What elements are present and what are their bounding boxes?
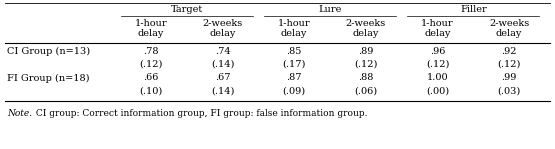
Text: delay: delay	[209, 30, 236, 38]
Text: 2-weeks: 2-weeks	[346, 20, 386, 28]
Text: .85: .85	[286, 46, 302, 55]
Text: delay: delay	[425, 30, 451, 38]
Text: Note.: Note.	[7, 108, 32, 118]
Text: (.12): (.12)	[354, 59, 377, 69]
Text: Target: Target	[170, 6, 203, 14]
Text: FI Group (n=18): FI Group (n=18)	[7, 73, 89, 83]
Text: 1.00: 1.00	[427, 73, 448, 83]
Text: (.00): (.00)	[426, 87, 449, 96]
Text: (.12): (.12)	[139, 59, 163, 69]
Text: 1-hour: 1-hour	[134, 20, 167, 28]
Text: .92: .92	[501, 46, 517, 55]
Text: .99: .99	[502, 73, 517, 83]
Text: 1-hour: 1-hour	[421, 20, 454, 28]
Text: Lure: Lure	[319, 6, 342, 14]
Text: .78: .78	[143, 46, 159, 55]
Text: delay: delay	[496, 30, 522, 38]
Text: .96: .96	[430, 46, 445, 55]
Text: .66: .66	[143, 73, 159, 83]
Text: Filler: Filler	[460, 6, 487, 14]
Text: 1-hour: 1-hour	[278, 20, 310, 28]
Text: .88: .88	[358, 73, 374, 83]
Text: CI group: Correct information group, FI group: false information group.: CI group: Correct information group, FI …	[33, 108, 367, 118]
Text: delay: delay	[281, 30, 307, 38]
Text: 2-weeks: 2-weeks	[489, 20, 529, 28]
Text: 2-weeks: 2-weeks	[203, 20, 243, 28]
Text: (.14): (.14)	[211, 59, 234, 69]
Text: delay: delay	[352, 30, 379, 38]
Text: .89: .89	[358, 46, 374, 55]
Text: (.17): (.17)	[282, 59, 306, 69]
Text: (.03): (.03)	[497, 87, 521, 96]
Text: (.09): (.09)	[282, 87, 306, 96]
Text: delay: delay	[138, 30, 164, 38]
Text: (.12): (.12)	[426, 59, 449, 69]
Text: .74: .74	[215, 46, 230, 55]
Text: (.12): (.12)	[497, 59, 521, 69]
Text: CI Group (n=13): CI Group (n=13)	[7, 46, 90, 56]
Text: .67: .67	[215, 73, 230, 83]
Text: (.06): (.06)	[354, 87, 377, 96]
Text: (.10): (.10)	[139, 87, 163, 96]
Text: (.14): (.14)	[211, 87, 234, 96]
Text: .87: .87	[286, 73, 302, 83]
